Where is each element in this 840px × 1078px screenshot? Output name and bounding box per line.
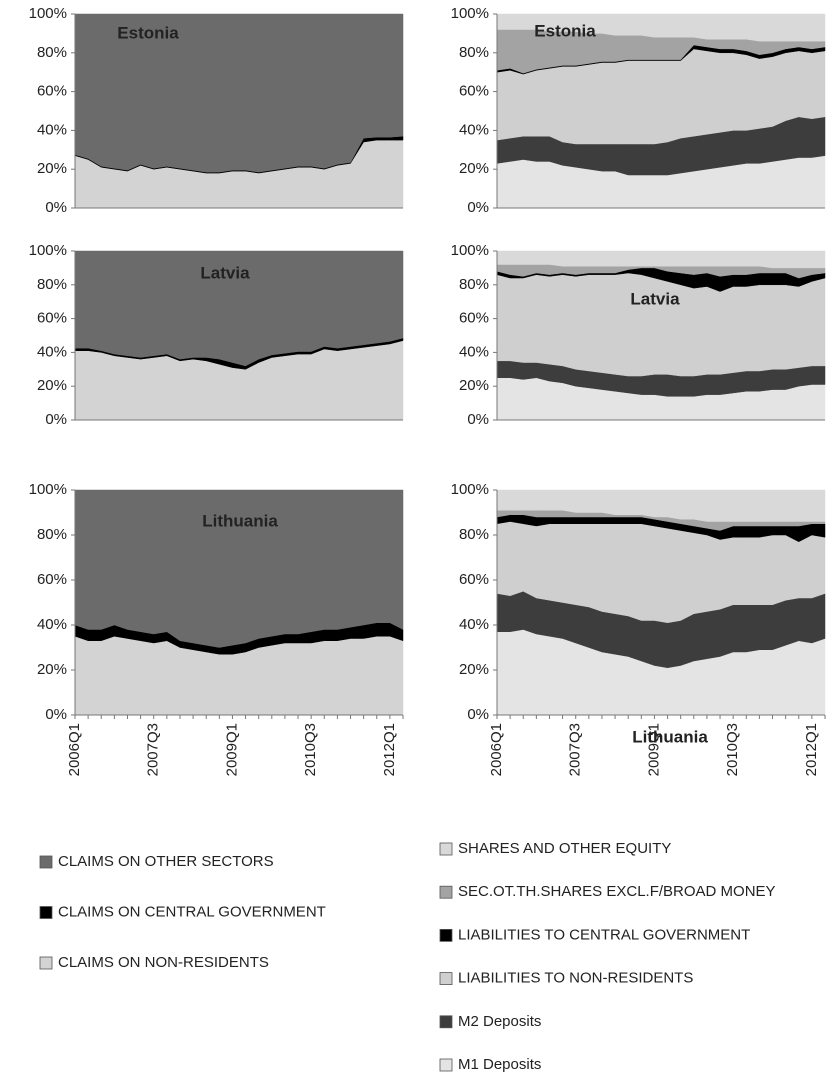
y-tick-label: 0% <box>45 199 67 216</box>
y-tick-label: 40% <box>37 121 67 138</box>
legend-swatch <box>39 906 53 919</box>
area <box>496 13 826 42</box>
legend-label: SEC.OT.TH.SHARES EXCL.F/BROAD MONEY <box>458 883 776 900</box>
y-tick-label: 60% <box>37 571 67 588</box>
legend-label: LIABILITIES TO NON-RESIDENTS <box>458 970 693 987</box>
x-tick-label: 2012Q1 <box>381 723 398 776</box>
y-tick-label: 100% <box>29 242 67 259</box>
y-tick-label: 40% <box>459 121 489 138</box>
legend-label: SHARES AND OTHER EQUITY <box>458 840 671 857</box>
y-tick-label: 60% <box>459 83 489 100</box>
legend-swatch <box>439 1015 453 1029</box>
annotation: Lithuania <box>632 727 708 746</box>
legend-label: M1 Deposits <box>458 1056 541 1073</box>
x-tick-label: 2010Q3 <box>724 723 741 776</box>
legend-label: CLAIMS ON OTHER SECTORS <box>58 853 274 870</box>
y-tick-label: 60% <box>37 83 67 100</box>
y-tick-label: 0% <box>467 706 489 723</box>
y-tick-label: 80% <box>37 276 67 293</box>
y-tick-label: 100% <box>451 242 489 259</box>
y-tick-label: 80% <box>459 44 489 61</box>
x-tick-label: 2007Q3 <box>567 723 584 776</box>
area <box>74 489 404 648</box>
legend-swatch <box>439 1058 453 1072</box>
y-tick-label: 20% <box>37 377 67 394</box>
y-tick-label: 0% <box>467 411 489 428</box>
y-tick-label: 60% <box>459 571 489 588</box>
legend-swatch <box>439 929 453 942</box>
legend-label: LIABILITIES TO CENTRAL GOVERNMENT <box>458 926 750 943</box>
y-tick-label: 80% <box>37 44 67 61</box>
annotation: Latvia <box>630 289 680 308</box>
area <box>74 13 404 173</box>
y-tick-label: 100% <box>29 481 67 498</box>
y-tick-label: 40% <box>37 616 67 633</box>
y-tick-label: 40% <box>459 343 489 360</box>
area <box>74 250 404 367</box>
y-tick-label: 20% <box>37 661 67 678</box>
legend-label: M2 Deposits <box>458 1013 541 1030</box>
y-tick-label: 100% <box>451 5 489 22</box>
x-tick-label: 2006Q1 <box>488 723 505 776</box>
x-tick-label: 2012Q1 <box>803 723 820 776</box>
y-tick-label: 60% <box>37 310 67 327</box>
y-tick-label: 0% <box>45 411 67 428</box>
annotation: Lithuania <box>202 511 278 530</box>
x-tick-label: 2006Q1 <box>66 723 83 776</box>
x-tick-label: 2007Q3 <box>145 723 162 776</box>
area <box>496 272 826 377</box>
y-tick-label: 100% <box>451 481 489 498</box>
y-tick-label: 20% <box>459 661 489 678</box>
y-tick-label: 80% <box>37 526 67 543</box>
y-tick-label: 20% <box>37 160 67 177</box>
y-tick-label: 60% <box>459 310 489 327</box>
y-tick-label: 80% <box>459 276 489 293</box>
legend-label: CLAIMS ON CENTRAL GOVERNMENT <box>58 903 326 920</box>
legend-swatch <box>39 855 53 869</box>
x-tick-label: 2009Q1 <box>645 723 662 776</box>
annotation: Estonia <box>117 23 179 42</box>
x-tick-label: 2010Q3 <box>302 723 319 776</box>
x-tick-label: 2009Q1 <box>223 723 240 776</box>
area <box>496 489 826 522</box>
legend-swatch <box>439 842 453 856</box>
y-tick-label: 80% <box>459 526 489 543</box>
y-tick-label: 20% <box>459 160 489 177</box>
y-tick-label: 0% <box>467 199 489 216</box>
legend-swatch <box>39 956 53 970</box>
annotation: Latvia <box>200 263 250 282</box>
y-tick-label: 40% <box>37 343 67 360</box>
annotation: Estonia <box>534 21 596 40</box>
y-tick-label: 40% <box>459 616 489 633</box>
y-tick-label: 20% <box>459 377 489 394</box>
legend-swatch <box>439 972 453 985</box>
area <box>496 250 826 269</box>
legend-swatch <box>439 885 453 899</box>
y-tick-label: 0% <box>45 706 67 723</box>
y-tick-label: 100% <box>29 5 67 22</box>
legend-label: CLAIMS ON NON-RESIDENTS <box>58 954 269 971</box>
